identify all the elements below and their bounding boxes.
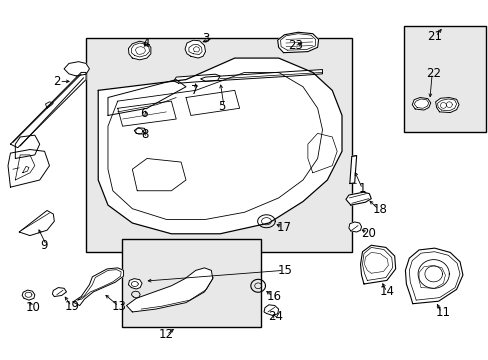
Polygon shape <box>348 222 361 232</box>
Polygon shape <box>10 72 86 148</box>
Text: 11: 11 <box>435 306 450 319</box>
Polygon shape <box>73 268 123 306</box>
Polygon shape <box>277 32 318 53</box>
Text: 7: 7 <box>190 84 198 97</box>
Polygon shape <box>126 268 212 312</box>
Text: 2: 2 <box>53 75 61 88</box>
Text: 14: 14 <box>379 285 394 298</box>
Polygon shape <box>405 248 462 304</box>
Text: 1: 1 <box>358 183 366 195</box>
Text: 16: 16 <box>266 290 281 303</box>
Polygon shape <box>22 290 35 300</box>
Text: 17: 17 <box>276 221 290 234</box>
Text: 13: 13 <box>112 300 126 313</box>
Polygon shape <box>173 74 220 83</box>
Polygon shape <box>64 62 89 76</box>
Polygon shape <box>134 128 146 134</box>
Text: 20: 20 <box>361 226 376 239</box>
Polygon shape <box>435 98 458 113</box>
Text: 21: 21 <box>427 30 442 43</box>
Polygon shape <box>411 98 430 110</box>
Text: 6: 6 <box>140 107 147 120</box>
Polygon shape <box>264 305 278 316</box>
Text: 19: 19 <box>65 300 80 313</box>
Text: 4: 4 <box>142 37 149 50</box>
Polygon shape <box>52 288 66 297</box>
Text: 23: 23 <box>288 39 303 52</box>
Bar <box>86 39 351 252</box>
Polygon shape <box>19 211 54 235</box>
Text: 15: 15 <box>277 264 292 277</box>
Text: 22: 22 <box>425 67 440 80</box>
Polygon shape <box>184 40 205 58</box>
Polygon shape <box>98 58 341 234</box>
Text: 10: 10 <box>26 301 41 314</box>
Polygon shape <box>128 41 151 60</box>
Polygon shape <box>8 149 49 187</box>
Polygon shape <box>128 279 142 289</box>
Polygon shape <box>360 245 395 284</box>
Text: 3: 3 <box>202 32 209 45</box>
Text: 18: 18 <box>371 203 386 216</box>
Text: 5: 5 <box>217 100 224 113</box>
Text: 9: 9 <box>41 239 48 252</box>
Polygon shape <box>108 80 185 116</box>
Text: 12: 12 <box>159 328 174 341</box>
Polygon shape <box>200 69 322 81</box>
Text: 8: 8 <box>141 128 148 141</box>
Bar <box>404 26 486 132</box>
Text: 24: 24 <box>267 310 283 324</box>
Polygon shape <box>349 156 356 184</box>
Polygon shape <box>345 192 370 205</box>
Polygon shape <box>15 135 40 158</box>
Bar <box>122 239 260 327</box>
